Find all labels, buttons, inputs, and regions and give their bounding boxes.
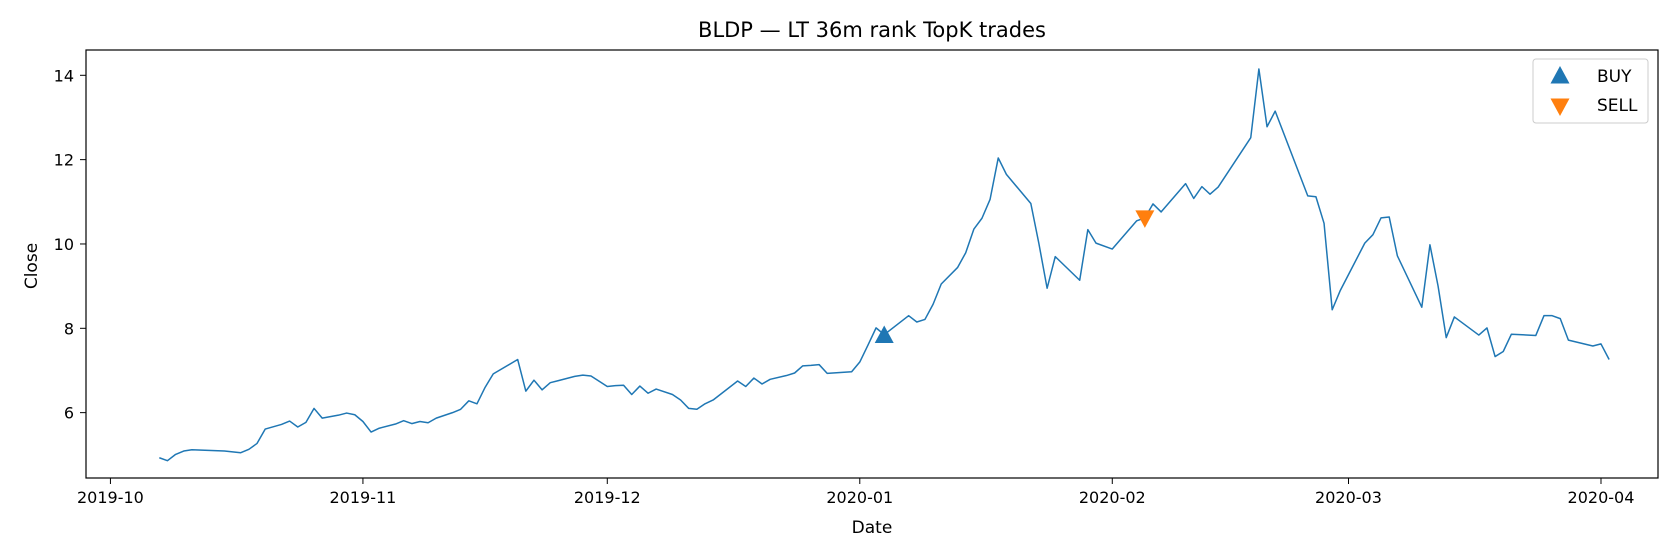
legend-sell-marker-icon: [1550, 98, 1570, 116]
plot-frame: [85, 49, 1659, 479]
legend: BUY SELL: [1532, 58, 1649, 124]
buy-marker: [874, 325, 894, 343]
series-layer: [159, 68, 1610, 462]
y-tick-label: 6: [64, 404, 74, 423]
y-tick-label: 8: [64, 319, 74, 338]
x-axis-label: Date: [852, 518, 893, 538]
y-tick-label: 14: [54, 66, 74, 85]
legend-buy-marker-icon: [1550, 66, 1570, 84]
chart-title: BLDP — LT 36m rank TopK trades: [698, 18, 1046, 42]
plot-area: 2019-10 2019-11 2019-12 2020-01 2020-02 2020-…: [54, 49, 1659, 507]
marker-layer: [874, 210, 1155, 343]
x-tick-label: 2019-11: [330, 488, 397, 507]
sell-marker: [1135, 210, 1155, 228]
y-axis-label: Close: [22, 243, 42, 289]
x-tick-label: 2020-03: [1315, 488, 1382, 507]
legend-buy-label: BUY: [1597, 67, 1632, 87]
legend-sell-label: SELL: [1597, 96, 1638, 116]
y-tick-label: 10: [54, 235, 74, 254]
close-price-line: [159, 68, 1610, 462]
y-axis-ticks: 6 8 10 12 14: [54, 66, 86, 423]
y-tick-label: 12: [54, 151, 74, 170]
x-tick-label: 2020-04: [1568, 488, 1635, 507]
x-tick-label: 2020-01: [826, 488, 893, 507]
x-tick-label: 2019-10: [77, 488, 144, 507]
x-tick-label: 2020-02: [1079, 488, 1146, 507]
x-tick-label: 2019-12: [574, 488, 641, 507]
x-axis-ticks: 2019-10 2019-11 2019-12 2020-01 2020-02 2020-…: [77, 478, 1634, 507]
